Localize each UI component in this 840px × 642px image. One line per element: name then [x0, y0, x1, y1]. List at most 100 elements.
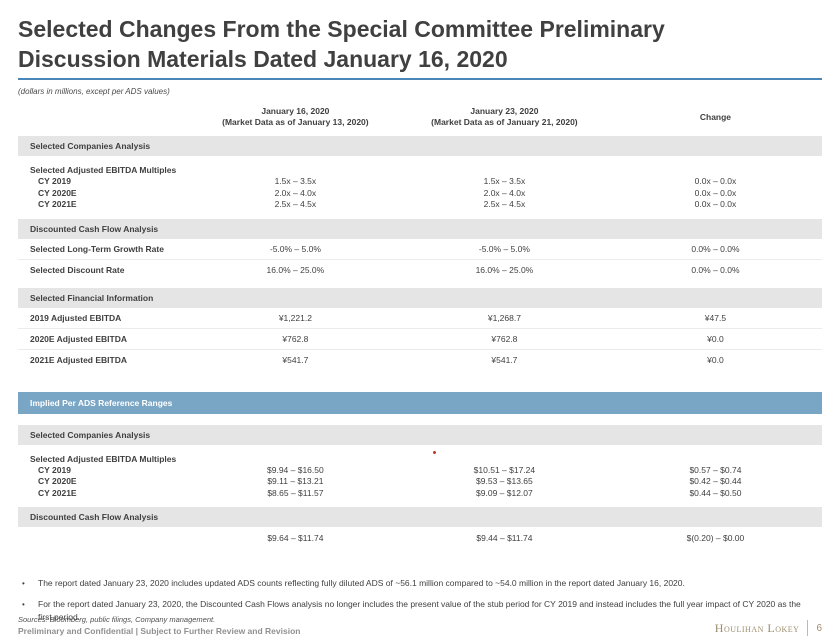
section-header-selected-companies: Selected Companies Analysis: [18, 136, 822, 156]
section-header-financial-info: Selected Financial Information: [18, 287, 822, 308]
value-jan16: 16.0% – 25.0%: [266, 264, 325, 275]
financial-info-rows: 2019 Adjusted EBITDA ¥1,221.2 ¥1,268.7 ¥…: [18, 308, 822, 370]
value-jan16: ¥762.8: [282, 333, 309, 344]
spacer: [18, 414, 822, 417]
table-row: CY 2021E $8.65 – $11.57 $9.09 – $12.07 $…: [18, 488, 822, 500]
value-change: $0.57 – $0.74: [689, 464, 742, 475]
units-note: (dollars in millions, except per ADS val…: [18, 87, 170, 96]
table-row: CY 2020E $9.11 – $13.21 $9.53 – $13.65 $…: [18, 476, 822, 488]
page-title-line2: Discussion Materials Dated January 16, 2…: [18, 46, 508, 72]
value-change: 0.0% – 0.0%: [691, 243, 740, 254]
red-dot-annotation: [433, 451, 436, 454]
table-row: Selected Long-Term Growth Rate -5.0% – 5…: [18, 239, 822, 260]
slide-content: Selected Changes From the Special Commit…: [18, 14, 822, 624]
row-label: CY 2019: [38, 176, 71, 186]
value-jan23: ¥1,268.7: [487, 312, 521, 323]
column-headers: January 16, 2020 (Market Data as of Janu…: [18, 106, 822, 128]
value-jan23: 16.0% – 25.0%: [475, 264, 534, 275]
list-item: • For the report dated January 23, 2020,…: [18, 598, 822, 624]
dcf-rows: Selected Long-Term Growth Rate -5.0% – 5…: [18, 239, 822, 280]
column-header-jan16: January 16, 2020 (Market Data as of Janu…: [191, 106, 400, 128]
page-number: 6: [816, 622, 822, 634]
value-jan23: 1.5x – 3.5x: [483, 176, 526, 186]
table-row: 2020E Adjusted EBITDA ¥762.8 ¥762.8 ¥0.0: [18, 329, 822, 350]
column-header-jan23-date: January 23, 2020: [470, 106, 539, 116]
table-row: CY 2021E 2.5x – 4.5x 2.5x – 4.5x 0.0x – …: [18, 199, 822, 211]
group-label-ebitda-multiples: Selected Adjusted EBITDA Multiples: [30, 165, 177, 175]
table-row: CY 2020E 2.0x – 4.0x 2.0x – 4.0x 0.0x – …: [18, 188, 822, 200]
spacer: [18, 370, 822, 384]
row-label: 2019 Adjusted EBITDA: [30, 312, 122, 323]
row-label: CY 2021E: [38, 487, 77, 498]
value-change: ¥0.0: [707, 354, 724, 365]
value-change: $0.44 – $0.50: [689, 487, 742, 498]
value-change: $(0.20) – $0.00: [686, 533, 745, 543]
section-header-dcf-2: Discounted Cash Flow Analysis: [18, 507, 822, 527]
table-row: 2021E Adjusted EBITDA ¥541.7 ¥541.7 ¥0.0: [18, 350, 822, 370]
note-text: For the report dated January 23, 2020, t…: [38, 599, 801, 622]
table-row: Selected Discount Rate 16.0% – 25.0% 16.…: [18, 260, 822, 280]
row-label: CY 2019: [38, 464, 71, 475]
column-header-jan23-marketdata: (Market Data as of January 21, 2020): [431, 117, 578, 127]
table-row: CY 2019 1.5x – 3.5x 1.5x – 3.5x 0.0x – 0…: [18, 176, 822, 188]
value-jan23: 2.5x – 4.5x: [483, 199, 526, 209]
table-row: CY 2019 $9.94 – $16.50 $10.51 – $17.24 $…: [18, 465, 822, 477]
section-header-dcf: Discounted Cash Flow Analysis: [18, 218, 822, 239]
note-text: The report dated January 23, 2020 includ…: [38, 578, 685, 588]
value-change: 0.0x – 0.0x: [694, 187, 737, 198]
list-item: • The report dated January 23, 2020 incl…: [18, 577, 822, 590]
page-number-divider: [807, 620, 809, 636]
page-title: Selected Changes From the Special Commit…: [18, 14, 822, 74]
table-row: 2019 Adjusted EBITDA ¥1,221.2 ¥1,268.7 ¥…: [18, 308, 822, 329]
value-jan16: 2.0x – 4.0x: [274, 187, 317, 198]
bullet-icon: •: [22, 600, 25, 609]
column-header-spacer: [18, 106, 191, 128]
value-change: 0.0% – 0.0%: [691, 264, 740, 275]
column-header-jan23: January 23, 2020 (Market Data as of Janu…: [400, 106, 609, 128]
value-jan16: ¥541.7: [282, 354, 309, 365]
value-jan16: ¥1,221.2: [278, 312, 312, 323]
value-jan23: $9.44 – $11.74: [476, 533, 533, 543]
value-change: $0.42 – $0.44: [689, 476, 742, 486]
value-jan23: $9.09 – $12.07: [476, 487, 533, 498]
value-jan16: $9.94 – $16.50: [267, 464, 324, 475]
value-jan23: ¥762.8: [491, 333, 518, 344]
notes-list: • The report dated January 23, 2020 incl…: [18, 577, 822, 624]
sources-note: Sources: Bloomberg, public filings, Comp…: [18, 615, 216, 624]
value-jan16: $9.11 – $13.21: [267, 476, 324, 486]
confidentiality-note: Preliminary and Confidential | Subject t…: [18, 626, 301, 636]
value-jan23: ¥541.7: [491, 354, 518, 365]
column-header-jan16-marketdata: (Market Data as of January 13, 2020): [222, 117, 369, 127]
group-label-ebitda-multiples-2: Selected Adjusted EBITDA Multiples: [30, 453, 177, 464]
value-change: 0.0x – 0.0x: [694, 199, 737, 209]
row-label: Selected Long-Term Growth Rate: [30, 243, 164, 254]
table-row: $9.64 – $11.74 $9.44 – $11.74 $(0.20) – …: [18, 527, 822, 549]
column-header-change: Change: [609, 106, 822, 128]
value-jan16: 2.5x – 4.5x: [274, 199, 317, 209]
bullet-icon: •: [22, 579, 25, 588]
row-label: CY 2020E: [38, 187, 77, 198]
page-title-line1: Selected Changes From the Special Commit…: [18, 16, 665, 42]
footer-left: Sources: Bloomberg, public filings, Comp…: [18, 615, 300, 636]
column-header-change-label: Change: [699, 111, 732, 122]
value-jan23: $10.51 – $17.24: [473, 464, 536, 475]
section-header-implied-per-ads: Implied Per ADS Reference Ranges: [18, 391, 822, 414]
row-label: Selected Discount Rate: [30, 264, 125, 275]
value-change: 0.0x – 0.0x: [694, 176, 737, 186]
row-label: CY 2020E: [38, 476, 77, 486]
row-label: 2021E Adjusted EBITDA: [30, 354, 127, 365]
column-header-jan16-date: January 16, 2020: [261, 106, 330, 116]
value-change: ¥47.5: [704, 312, 727, 323]
row-label: 2020E Adjusted EBITDA: [30, 333, 127, 344]
value-jan23: -5.0% – 5.0%: [478, 243, 530, 254]
value-jan16: 1.5x – 3.5x: [274, 176, 317, 186]
footer-right: Houlihan Lokey 6: [715, 620, 822, 636]
row-label: CY 2021E: [38, 199, 77, 209]
value-jan16: -5.0% – 5.0%: [269, 243, 321, 254]
houlihan-lokey-logo: Houlihan Lokey: [714, 620, 800, 635]
value-jan16: $9.64 – $11.74: [267, 533, 324, 543]
value-jan23: $9.53 – $13.65: [476, 476, 533, 486]
title-underline: [18, 78, 822, 80]
value-jan16: $8.65 – $11.57: [267, 487, 324, 498]
